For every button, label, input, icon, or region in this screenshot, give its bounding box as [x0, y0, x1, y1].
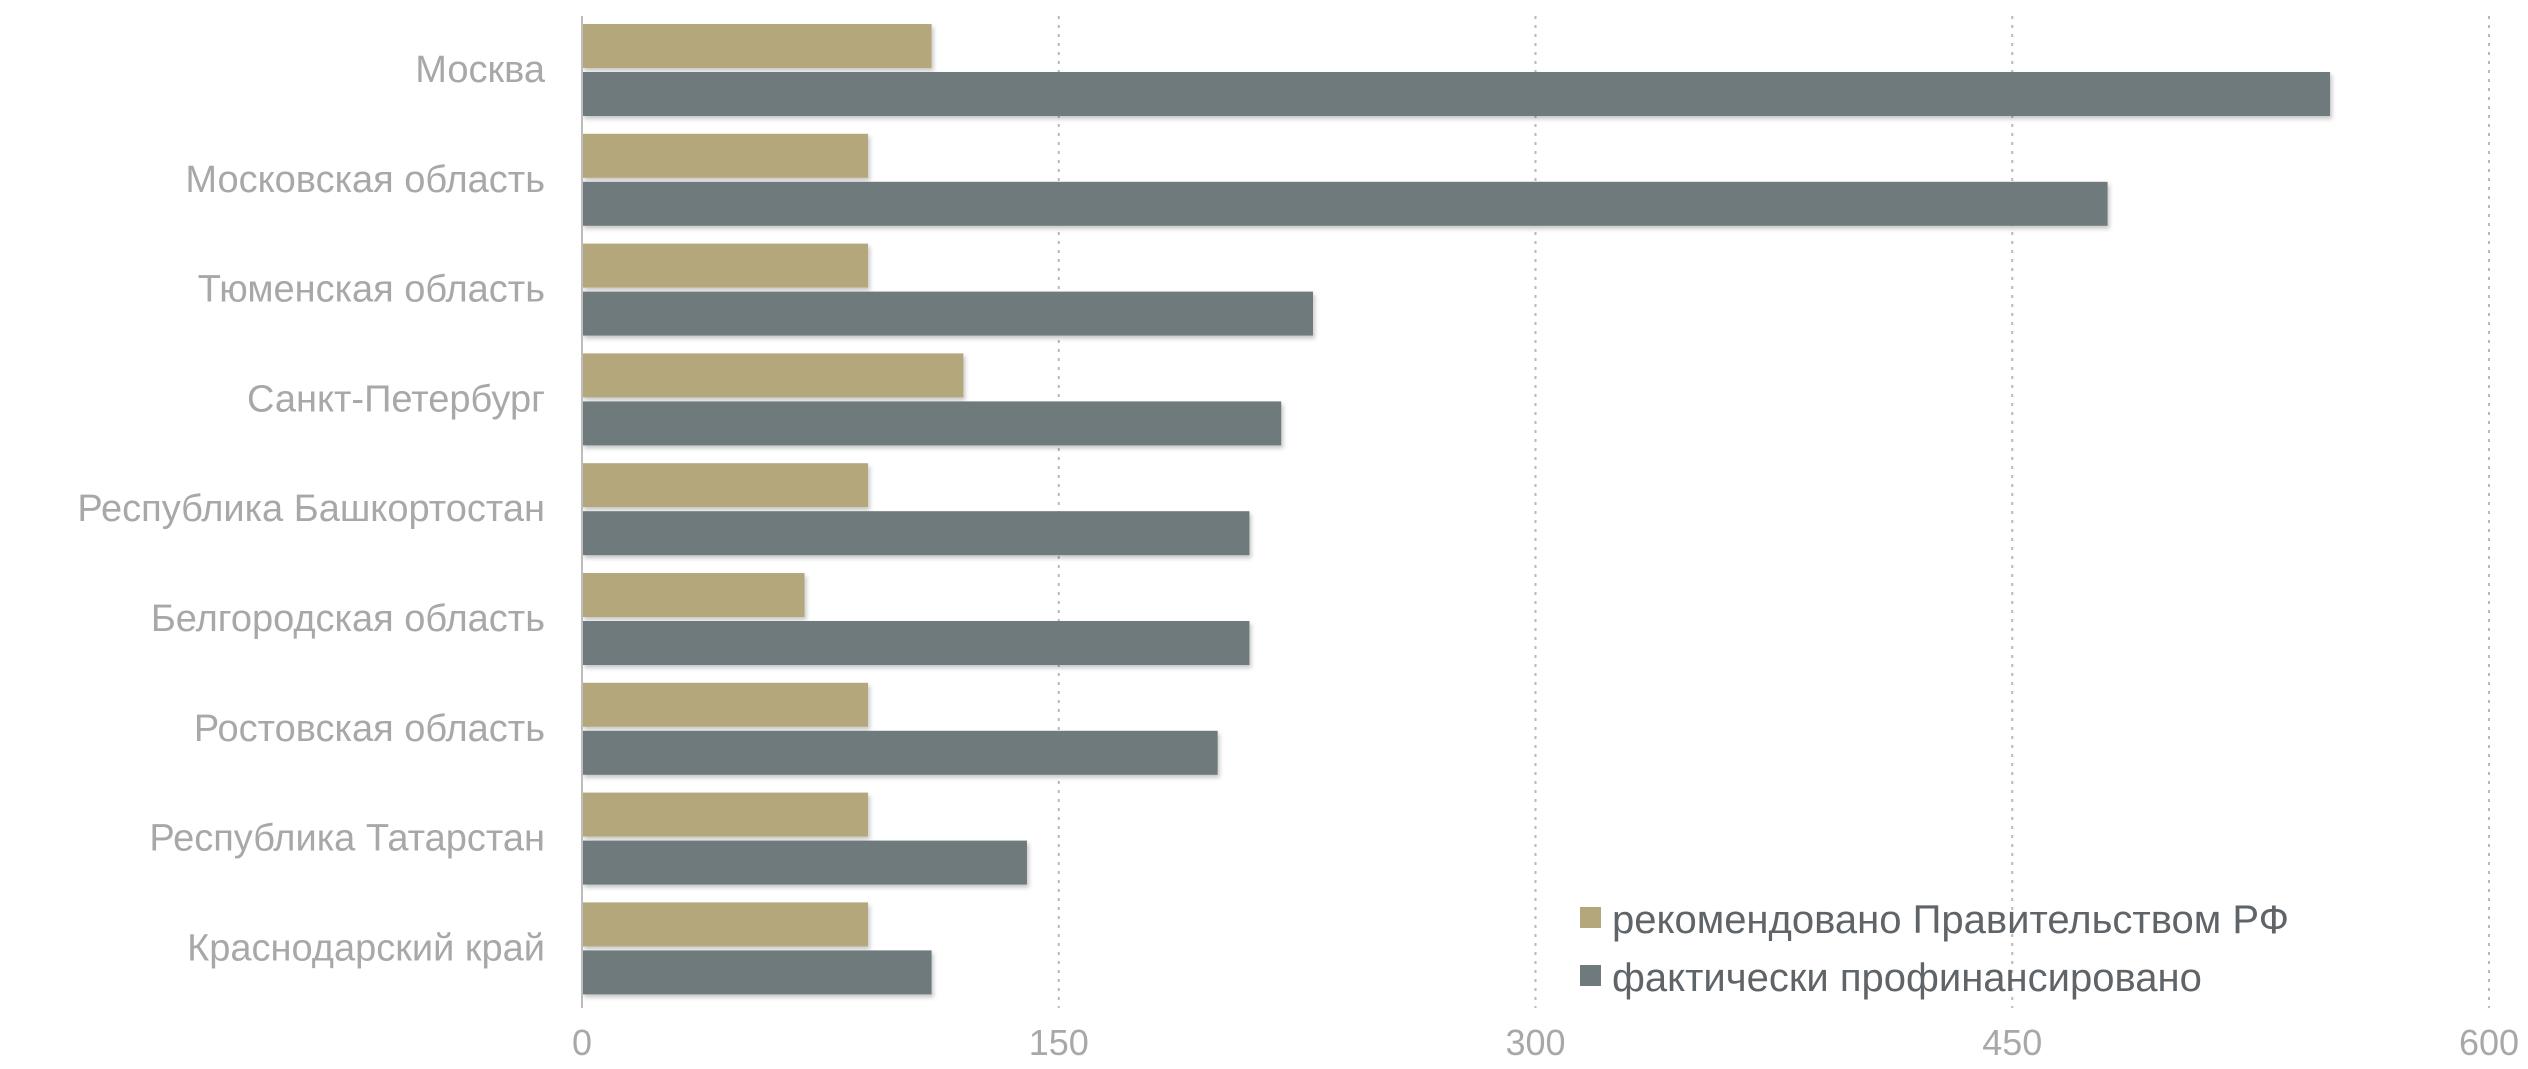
bar-recommended — [582, 573, 805, 617]
legend-label-financed: фактически профинансировано — [1612, 956, 2202, 1000]
x-tick-label: 300 — [1505, 1022, 1565, 1063]
bar-recommended — [582, 24, 932, 68]
bar-recommended — [582, 243, 869, 288]
category-label: Белгородская область — [151, 598, 545, 640]
x-tick-label: 600 — [2459, 1022, 2519, 1063]
legend: рекомендовано Правительством РФ фактичес… — [1580, 898, 2289, 1000]
x-tick-label: 450 — [1982, 1022, 2042, 1063]
category-label: Республика Татарстан — [149, 818, 545, 860]
bar-financed — [582, 181, 2108, 226]
legend-swatch-financed — [1580, 965, 1601, 986]
bar-financed — [582, 511, 1250, 556]
category-label: Тюменская область — [198, 269, 545, 311]
bar-financed — [582, 72, 2331, 116]
x-tick-label: 0 — [572, 1022, 592, 1063]
bar-recommended — [582, 902, 869, 947]
bar-financed — [582, 840, 1027, 885]
legend-swatch-recommended — [1580, 907, 1601, 928]
bar-recommended — [582, 792, 869, 837]
category-label: Ростовская область — [194, 708, 545, 750]
category-labels: Москва Московская область Тюменская област… — [77, 49, 546, 969]
bar-financed — [582, 401, 1282, 446]
legend-label-recommended: рекомендовано Правительством РФ — [1612, 898, 2289, 942]
bar-recommended — [582, 353, 964, 398]
bar-recommended — [582, 133, 869, 178]
category-label: Москва — [415, 49, 546, 91]
bar-recommended — [582, 463, 869, 508]
bar-financed — [582, 730, 1218, 775]
gridlines — [1057, 16, 2490, 1008]
x-tick-label: 150 — [1029, 1022, 1089, 1063]
category-label: Московская область — [185, 159, 545, 201]
category-label: Республика Башкортостан — [77, 488, 545, 530]
category-label: Краснодарский край — [187, 927, 545, 969]
category-label: Санкт-Петербург — [247, 378, 545, 420]
bar-financed — [582, 950, 932, 995]
bar-financed — [582, 291, 1314, 336]
x-axis-tick-labels: 0 150 300 450 600 — [572, 1022, 2519, 1063]
bar-financed — [582, 621, 1250, 665]
bar-recommended — [582, 682, 869, 727]
bars — [582, 24, 2331, 995]
